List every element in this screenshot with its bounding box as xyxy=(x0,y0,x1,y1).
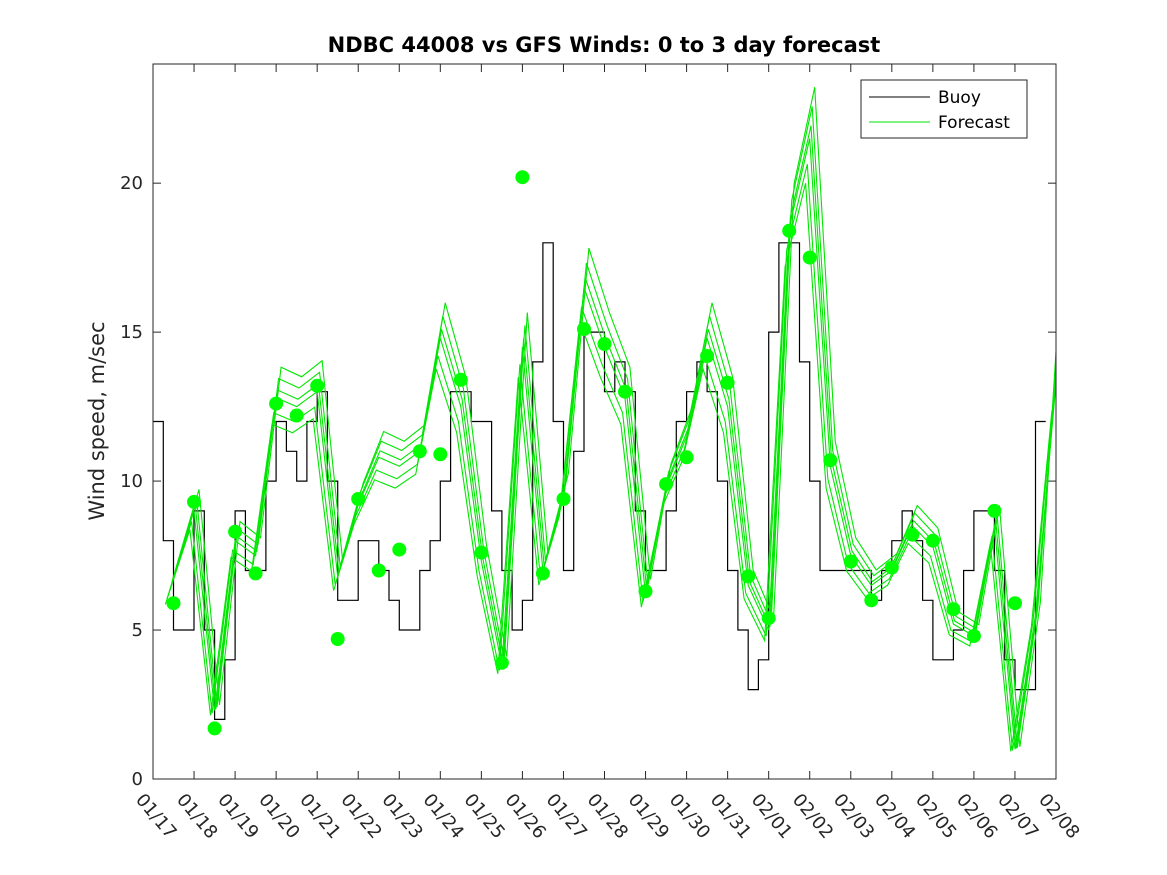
forecast-marker-point xyxy=(453,372,468,387)
forecast-marker-point xyxy=(782,223,797,238)
forecast-marker-point xyxy=(392,542,407,557)
plot-frame xyxy=(152,63,1057,780)
forecast-marker-point xyxy=(741,569,756,584)
forecast-series-line xyxy=(173,87,1057,747)
y-tick-label: 5 xyxy=(132,620,143,641)
forecast-marker-point xyxy=(187,494,201,509)
forecast-marker-point xyxy=(351,492,366,506)
forecast-marker-point xyxy=(289,408,304,423)
forecast-series-line xyxy=(164,183,1053,752)
forecast-marker-point xyxy=(925,533,940,548)
forecast-marker-point xyxy=(474,545,489,560)
y-tick-label: 10 xyxy=(120,471,143,492)
legend-box xyxy=(860,79,1028,139)
forecast-marker-point xyxy=(248,566,263,581)
y-axis-label: Wind speed, m/sec xyxy=(85,321,109,520)
forecast-marker-point xyxy=(946,602,961,617)
buoy-series-line xyxy=(153,242,1046,721)
legend: Buoy Forecast xyxy=(860,79,1028,139)
y-tick-label: 20 xyxy=(120,173,143,194)
forecast-marker-point xyxy=(433,447,448,462)
legend-forecast-label: Forecast xyxy=(938,113,1010,133)
forecast-marker-point xyxy=(310,378,325,393)
legend-buoy-label: Buoy xyxy=(938,88,981,108)
y-tick-label: 15 xyxy=(120,322,143,343)
forecast-marker-point xyxy=(515,170,530,185)
forecast-marker-point xyxy=(556,492,571,506)
chart-title: NDBC 44008 vs GFS Winds: 0 to 3 day fore… xyxy=(328,33,881,57)
forecast-marker-point xyxy=(330,632,345,646)
forecast-marker-point xyxy=(864,593,879,608)
forecast-marker-point xyxy=(494,655,509,670)
forecast-marker-point xyxy=(371,563,386,578)
forecast-marker-point xyxy=(1008,596,1022,611)
forecast-marker-point xyxy=(535,566,550,581)
forecast-marker-point xyxy=(761,611,776,626)
forecast-marker-point xyxy=(597,337,612,351)
forecast-marker-point xyxy=(843,554,858,569)
forecast-series-line xyxy=(171,106,1057,748)
forecast-marker-point xyxy=(802,250,817,265)
forecast-marker-point xyxy=(269,396,284,411)
forecast-marker-point xyxy=(823,453,838,468)
forecast-marker-point xyxy=(228,524,243,539)
forecast-marker-point xyxy=(720,375,735,390)
forecast-marker-point xyxy=(412,444,427,459)
forecast-marker-point xyxy=(638,584,653,599)
forecast-marker-point xyxy=(884,560,899,575)
y-tick-label: 0 xyxy=(132,769,143,790)
forecast-marker-point xyxy=(577,322,591,337)
forecast-marker-point xyxy=(659,477,674,492)
forecast-marker-point xyxy=(987,503,1002,518)
forecast-marker-point xyxy=(700,349,715,363)
forecast-marker-point xyxy=(166,596,181,611)
forecast-marker-point xyxy=(966,629,981,643)
forecast-series-line xyxy=(166,163,1055,751)
forecast-marker-point xyxy=(905,527,920,542)
forecast-marker-point xyxy=(618,384,632,399)
forecast-marker-point xyxy=(207,721,222,736)
forecast-marker-point xyxy=(679,450,694,465)
